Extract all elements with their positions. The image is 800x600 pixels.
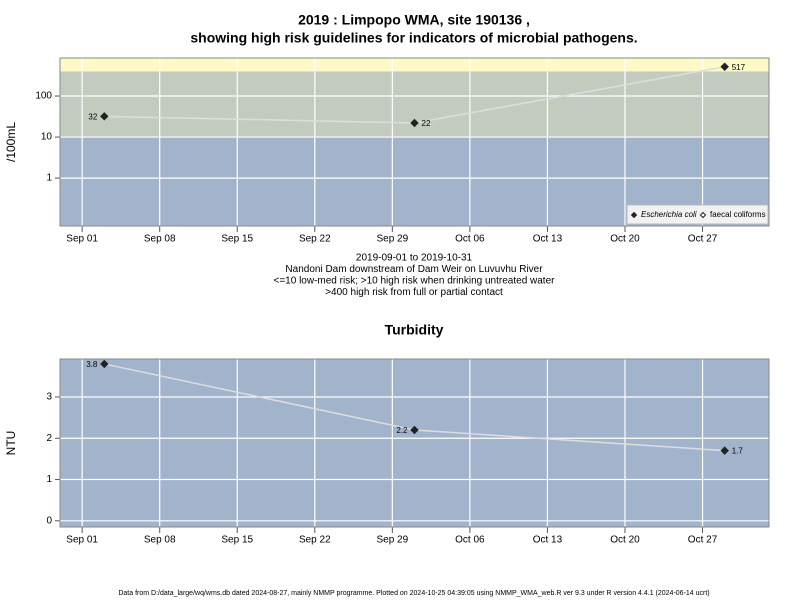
data-label: 2.2: [396, 426, 408, 435]
note: Nandoni Dam downstream of Dam Weir on Lu…: [285, 264, 543, 275]
y-tick-label: 2: [46, 433, 52, 444]
x-tick-label: Oct 13: [533, 535, 563, 546]
y-tick-label: 1: [46, 474, 52, 485]
y-axis-label: NTU: [4, 431, 18, 456]
y-tick-label: 3: [46, 392, 52, 403]
footer: Data from D:/data_large/wq/wms.db dated …: [118, 590, 709, 597]
note: <=10 low-med risk; >10 high risk when dr…: [274, 276, 556, 287]
y-tick-label: 10: [41, 132, 53, 143]
point: [720, 62, 729, 71]
legend-marker: [699, 211, 707, 219]
data-label: 22: [422, 119, 431, 128]
x-tick-label: Sep 29: [376, 535, 408, 546]
point: [410, 118, 419, 128]
x-tick-label: Sep 15: [221, 234, 253, 245]
x-tick-label: Sep 08: [144, 535, 176, 546]
x-tick-label: Sep 01: [66, 234, 98, 245]
point: [720, 446, 729, 455]
plot-border: [59, 57, 770, 227]
x-tick-label: Oct 20: [610, 535, 640, 546]
data-label: 32: [88, 112, 97, 121]
data-label: 3.8: [86, 360, 98, 369]
x-tick-label: Oct 27: [688, 535, 718, 546]
x-tick-label: Oct 06: [455, 234, 485, 245]
y-axis-label: /100mL: [4, 122, 18, 162]
point: [410, 425, 419, 435]
chart-title: Turbidity: [385, 322, 444, 338]
chart-title: showing high risk guidelines for indicat…: [190, 30, 637, 46]
x-tick-label: Sep 01: [66, 535, 98, 546]
x-tick-label: Sep 22: [299, 234, 331, 245]
x-tick-label: Sep 08: [144, 234, 176, 245]
data-label: 1.7: [732, 447, 744, 456]
x-tick-label: Oct 20: [610, 234, 640, 245]
risk-band: [60, 359, 769, 527]
point: [100, 359, 109, 369]
x-tick-label: Oct 27: [688, 234, 718, 245]
point: [100, 112, 109, 121]
plot-border: [59, 358, 770, 528]
x-tick-label: Oct 06: [455, 535, 485, 546]
note: 2019-09-01 to 2019-10-31: [356, 253, 473, 264]
legend-label: faecal coliforms: [710, 210, 766, 219]
legend-box: [626, 204, 769, 225]
y-tick-label: 100: [35, 91, 52, 102]
risk-band: [60, 58, 769, 72]
data-label: 517: [732, 63, 746, 72]
x-tick-label: Oct 13: [533, 234, 563, 245]
legend-marker: [630, 211, 638, 219]
y-tick-label: 0: [46, 515, 52, 526]
y-tick-label: 1: [46, 173, 52, 184]
x-tick-label: Sep 22: [299, 535, 331, 546]
x-tick-label: Sep 15: [221, 535, 253, 546]
chart-title: 2019 : Limpopo WMA, site 190136 ,: [298, 12, 530, 28]
x-tick-label: Sep 29: [376, 234, 408, 245]
note: >400 high risk from full or partial cont…: [325, 287, 503, 298]
legend-label: Escherichia coli: [641, 210, 697, 219]
